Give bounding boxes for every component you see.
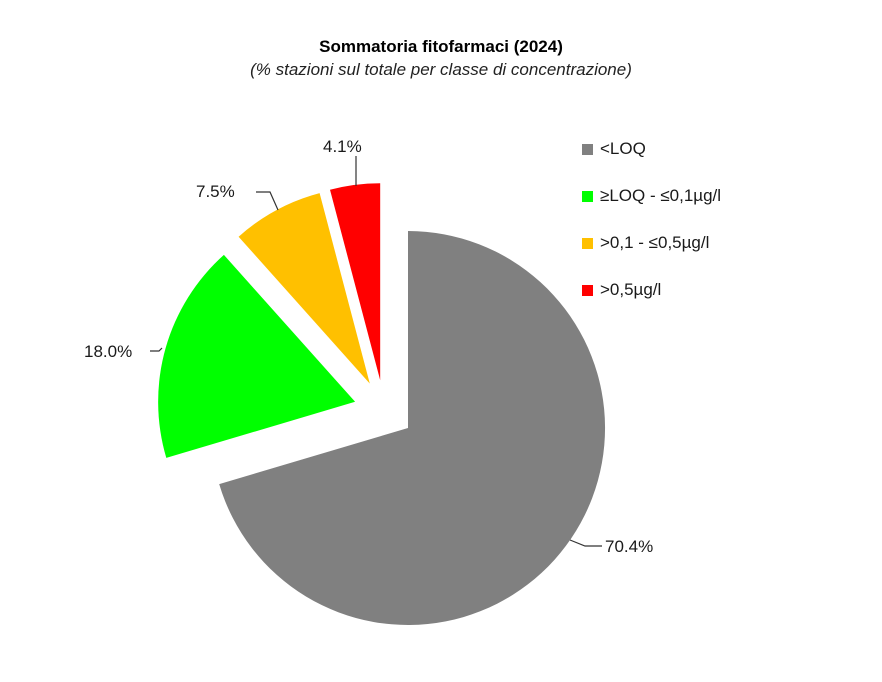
legend-swatch-icon <box>582 143 593 155</box>
legend-item-loq: <LOQ <box>582 139 721 158</box>
legend-label: ≥LOQ - ≤0,1µg/l <box>600 186 722 205</box>
legend-item-low: ≥LOQ - ≤0,1µg/l <box>582 186 722 205</box>
legend-label: <LOQ <box>600 139 646 158</box>
legend-label: >0,5µg/l <box>600 280 662 299</box>
chart-title: Sommatoria fitofarmaci (2024) <box>319 37 563 56</box>
legend-swatch-icon <box>582 190 593 202</box>
data-label-high: 4.1% <box>323 137 362 156</box>
legend-item-mid: >0,1 - ≤0,5µg/l <box>582 233 721 252</box>
legend-item-high: >0,5µg/l <box>582 280 721 299</box>
data-label-loq: 70.4% <box>605 537 653 556</box>
legend: <LOQ ≥LOQ - ≤0,1µg/l >0,1 - ≤0,5µg/l >0,… <box>582 139 722 329</box>
slice-high <box>330 183 381 381</box>
leader-line-loq <box>569 539 602 547</box>
leader-line-low <box>150 347 163 352</box>
slice-mid <box>238 193 370 384</box>
chart-subtitle: (% stazioni sul totale per classe di con… <box>250 60 632 79</box>
legend-swatch-icon <box>582 237 593 249</box>
data-label-mid: 7.5% <box>196 182 235 201</box>
legend-label: >0,1 - ≤0,5µg/l <box>600 233 710 252</box>
slice-loq <box>219 231 606 626</box>
leader-line-mid <box>256 191 279 211</box>
legend-swatch-icon <box>582 284 593 296</box>
data-label-low: 18.0% <box>84 342 132 361</box>
slice-low <box>158 254 356 458</box>
